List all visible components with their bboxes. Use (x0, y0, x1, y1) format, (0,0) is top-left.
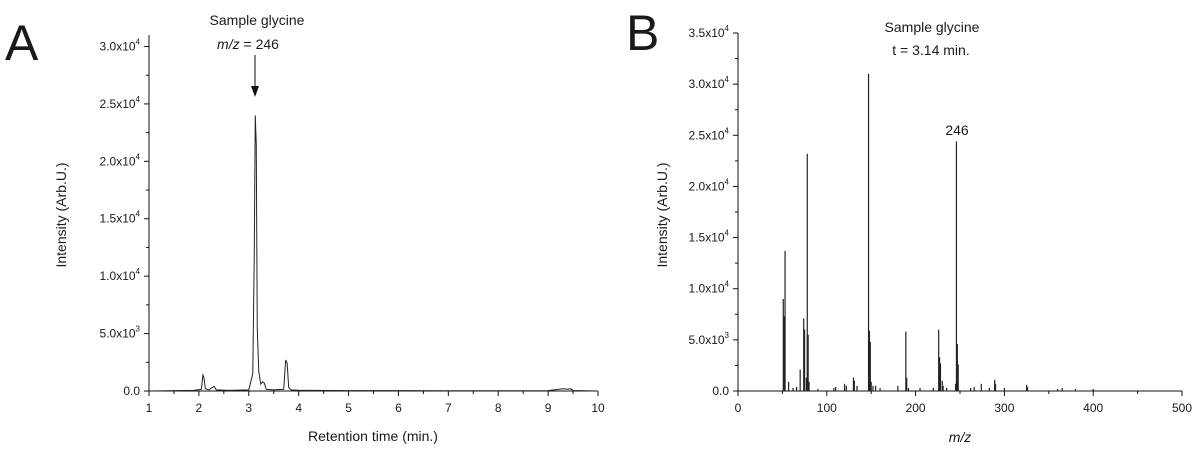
x-tick-label: 400 (1083, 401, 1103, 415)
panel-b: B Sample glycine t = 3.14 min. 0.0 5.0x10… (626, 5, 1192, 445)
panel-a-title-value: = 246 (240, 36, 280, 52)
panel-a-x-axis: 1 2 3 4 5 6 7 8 9 10 (146, 390, 605, 415)
x-tick-label: 5 (345, 401, 352, 415)
x-tick-label: 7 (445, 401, 452, 415)
y-tick-label: 3.0x104 (689, 75, 730, 91)
x-tick-label: 500 (1172, 401, 1192, 415)
panel-b-y-axis: 0.0 5.0x103 1.0x104 1.5x104 2.0x104 2.5x104 3.… (689, 24, 739, 398)
panel-a-arrow-head (251, 86, 259, 97)
y-tick-label: 1.0x104 (100, 267, 141, 283)
panel-a-annotation-arrow (251, 55, 259, 97)
panel-a-title-line2: m/z = 246 (217, 36, 279, 52)
panel-a-y-axis-title: Intensity (Arb.U.) (53, 162, 69, 267)
panel-a-title-line1: Sample glycine (210, 12, 305, 28)
panel-a-plot-area (148, 115, 599, 392)
x-tick-label: 10 (591, 401, 605, 415)
panel-b-title-line2: t = 3.14 min. (892, 42, 969, 58)
y-tick-label: 2.5x104 (689, 126, 730, 142)
y-tick-label: 2.5x104 (100, 95, 141, 111)
panel-letter-b: B (626, 5, 659, 61)
y-tick-label: 1.0x104 (689, 280, 730, 296)
panel-letter-a: A (5, 15, 39, 71)
x-tick-label: 8 (495, 401, 502, 415)
chromatogram-trace (148, 115, 599, 392)
panel-b-x-axis-title: m/z (949, 429, 972, 445)
y-tick-label: 0.0 (123, 384, 140, 398)
panel-a: A Sample glycine m/z = 246 0.0 5.0x103 1.0… (5, 12, 605, 444)
y-tick-label: 1.5x104 (689, 229, 730, 245)
y-tick-label: 2.0x104 (689, 177, 730, 193)
x-tick-label: 200 (906, 401, 926, 415)
x-tick-label: 300 (994, 401, 1014, 415)
x-tick-label: 4 (295, 401, 302, 415)
y-tick-label: 0.0 (712, 384, 729, 398)
x-tick-label: 3 (245, 401, 252, 415)
y-tick-label: 5.0x103 (689, 331, 730, 347)
panel-b-title-line1: Sample glycine (885, 19, 980, 35)
y-tick-label: 2.0x104 (100, 152, 141, 168)
y-tick-label: 3.5x104 (689, 24, 730, 40)
x-tick-label: 0 (735, 401, 742, 415)
y-tick-label: 5.0x103 (100, 325, 141, 341)
x-tick-label: 6 (395, 401, 402, 415)
y-tick-label: 1.5x104 (100, 210, 141, 226)
panel-b-peak-label: 246 (945, 122, 969, 138)
panel-b-y-axis-title: Intensity (Arb.U.) (654, 162, 670, 267)
panel-a-title-mz: m/z (217, 36, 240, 52)
panel-b-plot-area (782, 73, 1094, 391)
panel-a-x-axis-title: Retention time (min.) (308, 428, 438, 444)
x-tick-label: 100 (817, 401, 837, 415)
panel-b-x-axis: 0 100 200 300 400 500 (735, 390, 1192, 415)
x-tick-label: 1 (146, 401, 153, 415)
x-tick-label: 9 (545, 401, 552, 415)
y-tick-label: 3.0x104 (100, 37, 141, 53)
panel-a-y-axis: 0.0 5.0x103 1.0x104 1.5x104 2.0x104 2.5x104 3.… (100, 35, 150, 398)
x-tick-label: 2 (196, 401, 203, 415)
